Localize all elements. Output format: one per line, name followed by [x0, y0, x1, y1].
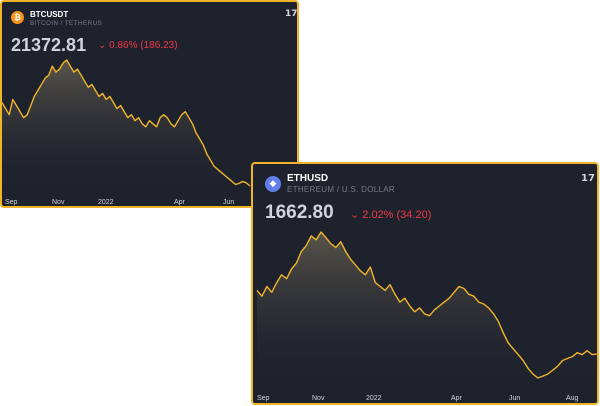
- symbol-description: ETHEREUM / U.S. DOLLAR: [287, 185, 395, 194]
- price-area-chart[interactable]: [2, 2, 299, 208]
- x-tick-nov: Nov: [52, 199, 65, 206]
- x-tick-aug: Aug: [566, 395, 579, 402]
- x-tick-apr: Apr: [451, 395, 462, 402]
- x-tick-jun: Jun: [223, 199, 235, 206]
- price-line-series: [2, 59, 251, 187]
- tradingview-icon[interactable]: 17: [581, 173, 595, 184]
- price-area-fill: [2, 60, 250, 197]
- tradingview-icon[interactable]: 17: [285, 9, 298, 19]
- x-tick-sep: Sep: [5, 199, 18, 206]
- x-tick-jun: Jun: [509, 395, 521, 402]
- price-line-series: [256, 231, 597, 379]
- x-tick-2022: 2022: [98, 199, 114, 206]
- symbol-name[interactable]: ETHUSD: [287, 173, 329, 184]
- x-tick-nov: Nov: [312, 395, 325, 402]
- price-area-chart[interactable]: [253, 164, 599, 405]
- ethereum-logo-icon: ◆: [265, 176, 281, 192]
- symbol-name[interactable]: BTCUSDT: [30, 10, 69, 19]
- bitcoin-logo-icon: ₿: [11, 11, 24, 24]
- x-tick-sep: Sep: [257, 395, 270, 402]
- ethusd-widget[interactable]: ◆ ETHUSD ETHEREUM / U.S. DOLLAR 17 1662.…: [251, 162, 599, 405]
- price-change: ⌄ 0.86% (186.23): [98, 40, 178, 51]
- price-change: ⌄ 2.02% (34.20): [350, 209, 432, 221]
- btcusdt-widget[interactable]: ₿ BTCUSDT BITCOIN / TETHERUS 17 21372.81…: [0, 0, 299, 208]
- x-tick-apr: Apr: [174, 199, 185, 206]
- x-tick-2022: 2022: [366, 395, 382, 402]
- price-area-fill: [257, 232, 597, 393]
- last-price: 21372.81: [11, 35, 87, 55]
- last-price: 1662.80: [265, 202, 334, 223]
- symbol-description: BITCOIN / TETHERUS: [30, 20, 103, 27]
